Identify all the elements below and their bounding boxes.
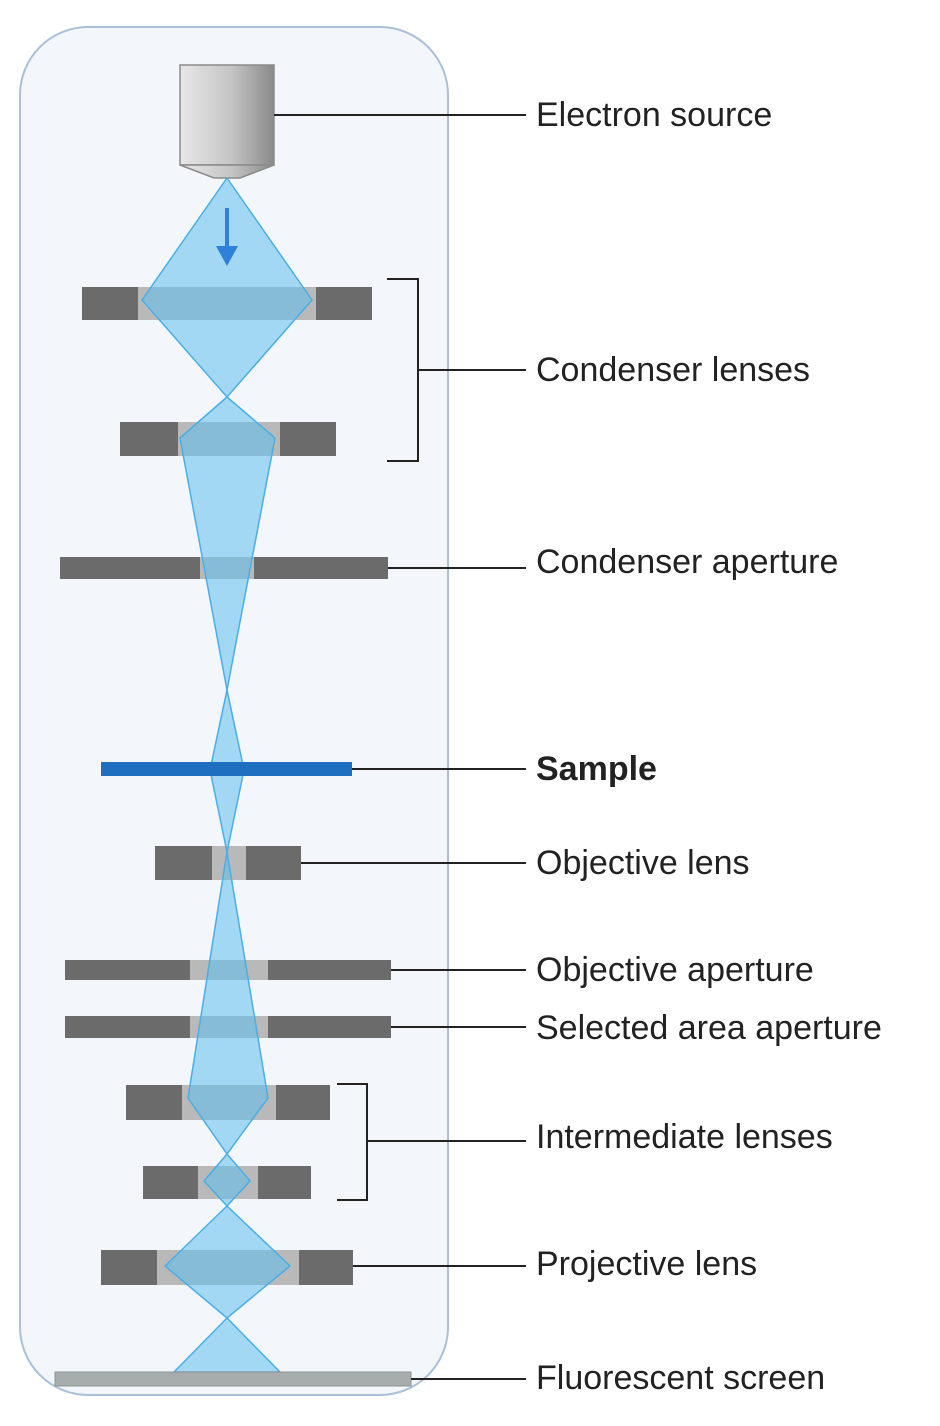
beam-direction-arrow-icon <box>216 208 238 266</box>
label-electron-source: Electron source <box>536 96 773 134</box>
electron-source-gun <box>179 64 275 179</box>
label-condenser-lenses: Condenser lenses <box>536 351 811 389</box>
label-selected-area-aperture: Selected area aperture <box>536 1009 882 1047</box>
leader-lines <box>274 114 526 1380</box>
label-intermediate-lenses: Intermediate lenses <box>536 1118 833 1156</box>
fluorescent-screen-plate <box>54 1371 412 1387</box>
label-objective-aperture: Objective aperture <box>536 951 814 989</box>
label-projective-lens: Projective lens <box>536 1245 758 1283</box>
label-objective-lens: Objective lens <box>536 844 750 882</box>
label-condenser-aperture: Condenser aperture <box>536 543 839 581</box>
label-sample: Sample <box>536 750 657 788</box>
microscope-column <box>19 26 449 1396</box>
sample-plate <box>101 762 352 776</box>
label-fluorescent-screen: Fluorescent screen <box>536 1359 826 1397</box>
electron-beam <box>141 177 313 1373</box>
